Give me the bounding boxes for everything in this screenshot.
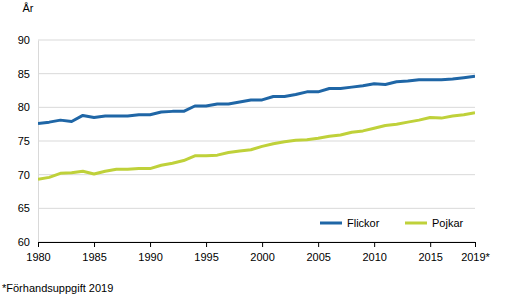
y-tick-label: 90 bbox=[18, 34, 30, 46]
x-tick: 2015 bbox=[418, 242, 442, 263]
y-tick: 70 bbox=[18, 169, 38, 181]
series-line bbox=[38, 76, 475, 123]
grid bbox=[38, 40, 475, 242]
x-tick-mark bbox=[150, 242, 151, 247]
y-axis: 60 65 70 75 80 85 90 bbox=[18, 34, 39, 248]
x-tick-mark bbox=[374, 242, 375, 247]
x-tick-label: 2010 bbox=[362, 251, 386, 263]
legend: Flickor Pojkar bbox=[320, 217, 464, 229]
grid-line bbox=[38, 107, 475, 108]
x-tick: 1980 bbox=[26, 242, 50, 263]
x-tick-label: 2005 bbox=[306, 251, 330, 263]
y-tick: 65 bbox=[18, 202, 38, 214]
x-tick: 1995 bbox=[194, 242, 218, 263]
x-tick-mark bbox=[262, 242, 263, 247]
x-tick-mark bbox=[206, 242, 207, 247]
x-tick: 1985 bbox=[82, 242, 106, 263]
x-tick: 2010 bbox=[362, 242, 386, 263]
x-tick: 1990 bbox=[138, 242, 162, 263]
x-tick-mark bbox=[475, 242, 476, 247]
y-tick: 85 bbox=[18, 68, 38, 80]
y-axis-line bbox=[38, 41, 39, 243]
series-line bbox=[38, 113, 475, 180]
legend-label: Pojkar bbox=[432, 217, 464, 229]
y-tick-label: 80 bbox=[18, 101, 30, 113]
legend-swatch bbox=[320, 222, 342, 225]
x-tick: 2019* bbox=[461, 242, 490, 263]
y-tick: 75 bbox=[18, 135, 38, 147]
grid-line bbox=[38, 242, 475, 243]
legend-swatch bbox=[405, 222, 427, 225]
x-tick-mark bbox=[318, 242, 319, 247]
x-tick-mark bbox=[94, 242, 95, 247]
chart: 60 65 70 75 80 85 90 1980 1985 1990 1995 2000 2005 20… bbox=[0, 0, 509, 302]
y-tick-label: 75 bbox=[18, 135, 30, 147]
y-tick: 80 bbox=[18, 101, 38, 113]
y-tick-label: 65 bbox=[18, 202, 30, 214]
y-axis-title: År bbox=[23, 2, 34, 14]
y-tick: 90 bbox=[18, 34, 38, 46]
x-tick-label: 1995 bbox=[194, 251, 218, 263]
x-axis-line bbox=[39, 242, 476, 243]
y-tick-label: 85 bbox=[18, 68, 30, 80]
y-tick-label: 70 bbox=[18, 169, 30, 181]
grid-line bbox=[38, 40, 475, 41]
y-tick: 60 bbox=[18, 236, 38, 248]
x-tick-label: 2019* bbox=[461, 251, 490, 263]
plot-area bbox=[38, 76, 475, 179]
x-tick-label: 1980 bbox=[26, 251, 50, 263]
y-tick-label: 60 bbox=[18, 236, 30, 248]
x-tick: 2005 bbox=[306, 242, 330, 263]
x-tick-mark bbox=[430, 242, 431, 247]
grid-line bbox=[38, 174, 475, 175]
x-tick-label: 1985 bbox=[82, 251, 106, 263]
x-tick: 2000 bbox=[250, 242, 274, 263]
x-tick-label: 2015 bbox=[418, 251, 442, 263]
x-tick-mark bbox=[38, 242, 39, 247]
x-tick-label: 2000 bbox=[250, 251, 274, 263]
legend-label: Flickor bbox=[347, 217, 380, 229]
grid-line bbox=[38, 73, 475, 74]
footnote: *Förhandsuppgift 2019 bbox=[2, 282, 113, 294]
x-axis: 1980 1985 1990 1995 2000 2005 2010 2015 2019* bbox=[26, 242, 490, 263]
grid-line bbox=[38, 141, 475, 142]
grid-line bbox=[38, 208, 475, 209]
x-tick-label: 1990 bbox=[138, 251, 162, 263]
